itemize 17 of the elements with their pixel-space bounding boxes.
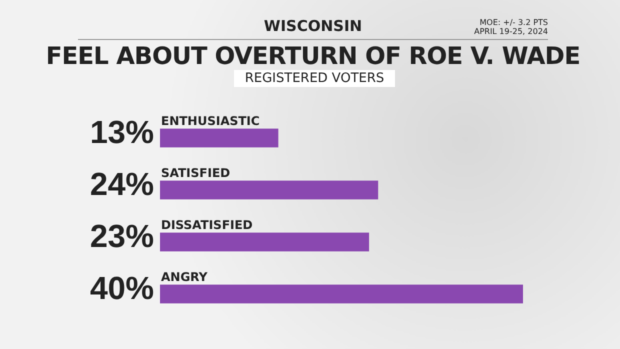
chart-title: FEEL ABOUT OVERTURN OF ROE V. WADE [44, 42, 582, 70]
y-tick-label: ENTHUSIASTIC [161, 114, 260, 128]
data-label: 13% [90, 114, 154, 150]
data-label: 24% [90, 166, 154, 202]
text: APRIL 19-25, 2024 [474, 27, 548, 36]
chart-subtitle: REGISTERED VOTERS [234, 70, 395, 87]
bar [160, 232, 370, 252]
data-label: 40% [90, 270, 154, 306]
text: WISCONSIN [264, 17, 362, 35]
bar [160, 180, 378, 200]
data-label: 23% [90, 218, 154, 254]
text: MOE: +/- 3.2 PTS [480, 18, 548, 27]
y-tick-label: ANGRY [161, 270, 208, 284]
y-tick-label: SATISFIED [161, 166, 230, 180]
bar [160, 128, 278, 148]
bar [160, 284, 523, 304]
y-tick-label: DISSATISFIED [161, 218, 253, 232]
